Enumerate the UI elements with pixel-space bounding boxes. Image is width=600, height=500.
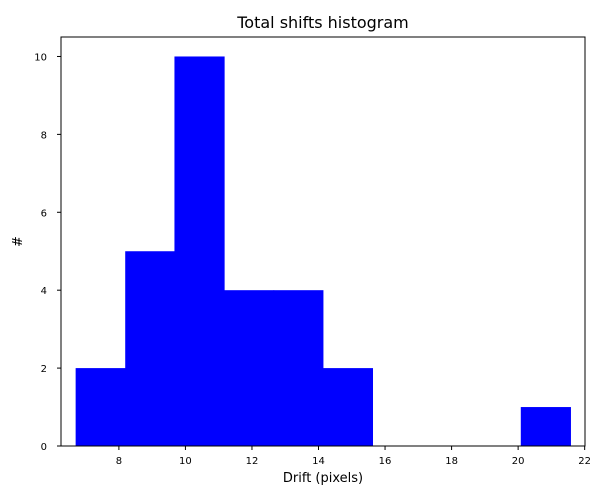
y-tick-label: 2	[41, 364, 47, 375]
histogram-bar-1	[75, 368, 126, 446]
y-tick-label: 6	[41, 208, 47, 219]
bars-group	[75, 56, 571, 446]
histogram-bar-2	[125, 251, 176, 446]
plot-area-frame	[60, 36, 586, 447]
x-tick-label: 8	[116, 456, 122, 467]
x-tick-label: 20	[512, 456, 525, 467]
y-axis-label: #	[11, 236, 26, 247]
x-axis-label: Drift (pixels)	[283, 471, 363, 486]
y-tick-label: 4	[41, 286, 47, 297]
y-tick-label: 8	[41, 130, 47, 141]
x-tick-label: 22	[578, 456, 591, 467]
x-tick-label: 14	[312, 456, 325, 467]
y-tick-label: 0	[41, 442, 47, 453]
x-axis-ticks: 8 10 12 14 16 18 20 22	[116, 446, 591, 467]
histogram-bar-6	[322, 368, 374, 446]
x-tick-label: 16	[379, 456, 392, 467]
chart-title: Total shifts histogram	[236, 13, 409, 32]
histogram-bar-10	[520, 407, 571, 446]
y-tick-label: 10	[34, 52, 47, 63]
x-tick-label: 18	[445, 456, 458, 467]
x-tick-label: 12	[246, 456, 259, 467]
histogram-bar-3	[174, 56, 225, 446]
x-tick-label: 10	[179, 456, 192, 467]
histogram-bar-5	[273, 290, 324, 446]
y-axis-ticks: 0 2 4 6 8 10	[34, 52, 61, 453]
histogram-bar-4	[224, 290, 275, 446]
